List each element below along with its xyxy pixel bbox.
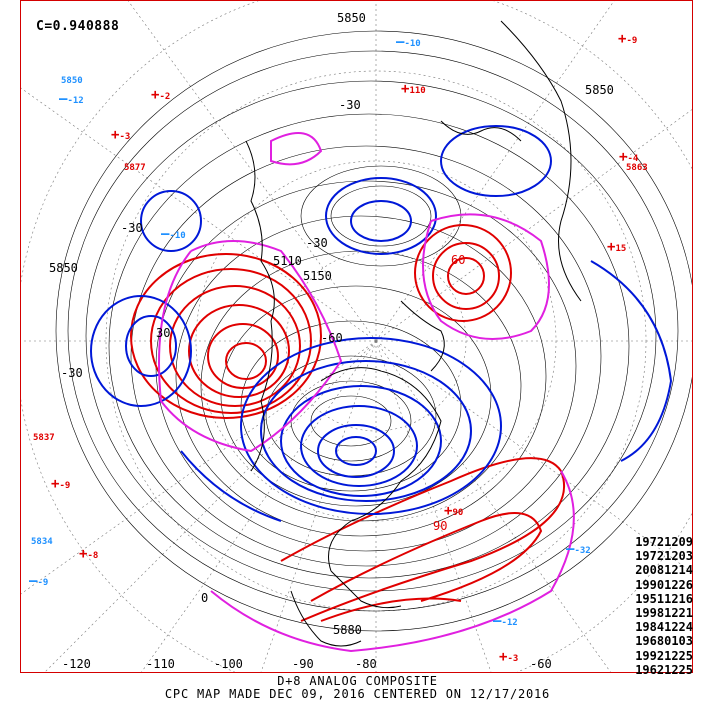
label-neg30-c: -30: [306, 236, 328, 250]
marker-pos-2: +-2: [151, 87, 171, 103]
marker-neg-4: –-32: [566, 541, 591, 557]
lon-label-120: -120: [62, 657, 91, 671]
marker-neg-6: –-9: [29, 573, 49, 589]
marker-pos-6: +15: [607, 239, 627, 255]
label-neg60: -60: [321, 331, 343, 345]
analog-year: 19680103: [635, 634, 693, 649]
label-pos90: 90: [433, 519, 448, 533]
analog-year: 19901226: [635, 577, 693, 592]
lon-label-90: -90: [292, 657, 314, 671]
label-neg30-d: -30: [339, 98, 361, 112]
marker-pos-5: +-4: [619, 149, 639, 165]
label-5880: 5880: [333, 623, 362, 637]
marker-pos-10: +-3: [499, 649, 519, 665]
lon-label-60: -60: [530, 657, 552, 671]
lon-label-80: -80: [355, 657, 377, 671]
label-5110: 5110: [273, 254, 302, 268]
marker-neg-2: –-12: [59, 91, 84, 107]
marker-neg-1: –-10: [396, 34, 421, 50]
map-frame: 5850 5850 5850 5880 5110 5150 -30 -30 -3…: [20, 0, 693, 673]
marker-pos-4: +110: [401, 81, 426, 97]
negative-anomaly-contours: [90, 125, 673, 522]
analog-year: 19981221: [635, 606, 693, 621]
marker-pos-7: +-9: [51, 476, 71, 492]
label-zero: 0: [201, 591, 209, 605]
marker-pos-8: +-8: [79, 546, 99, 562]
analog-year: 19621225: [635, 662, 693, 677]
analog-year: 19721209: [635, 535, 693, 549]
label-5850-top: 5850: [337, 11, 366, 25]
zero-anomaly-contours: [158, 132, 575, 653]
analog-year: 19841224: [635, 620, 693, 635]
analog-year: 19721203: [635, 549, 693, 564]
height-marker-3: 5863: [626, 163, 648, 173]
label-neg30-a: -30: [121, 221, 143, 235]
label-5850-west: 5850: [49, 261, 78, 275]
marker-pos-9: +90: [444, 503, 464, 519]
marker-neg-5: –-12: [493, 613, 518, 629]
height-marker-2: 5877: [124, 163, 146, 173]
correlation-label: C=0.940888: [36, 19, 120, 34]
positive-anomaly-contours: [130, 224, 566, 622]
caption-title: D+8 ANALOG COMPOSITE: [277, 674, 438, 688]
label-pos60: 60: [451, 253, 466, 267]
height-marker-1: 5850: [61, 76, 83, 86]
height-marker-4: 5837: [33, 433, 55, 443]
analog-year: 20081214: [635, 563, 693, 578]
analog-years-list: 19721209 19721203 20081214 19901226 1951…: [603, 535, 693, 677]
height-marker-5: 5834: [31, 537, 53, 547]
analog-year: 19921225: [635, 648, 693, 663]
label-pos30: 30: [156, 326, 171, 340]
label-5150: 5150: [303, 269, 332, 283]
label-5850-east: 5850: [585, 83, 614, 97]
coastlines: [245, 20, 582, 647]
marker-pos-1: +-9: [618, 31, 638, 47]
lon-label-100: -100: [214, 657, 243, 671]
caption-subtitle: CPC MAP MADE DEC 09, 2016 CENTERED ON 12…: [164, 687, 551, 701]
marker-neg-3: –-10: [161, 226, 186, 242]
marker-pos-3: +-3: [111, 127, 131, 143]
analog-year: 19511216: [635, 591, 693, 606]
lon-label-110: -110: [146, 657, 175, 671]
label-neg30-b: -30: [61, 366, 83, 380]
analog-composite-map: [21, 1, 692, 672]
